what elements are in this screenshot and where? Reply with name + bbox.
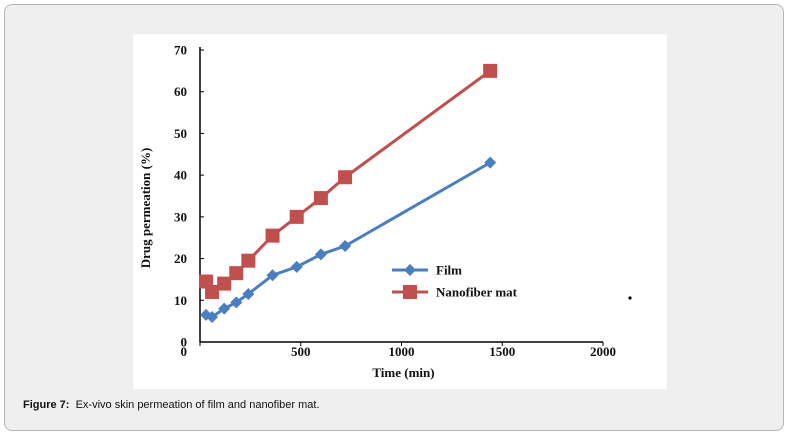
legend-label: Nanofiber mat [436, 285, 518, 300]
data-point-square [205, 284, 220, 299]
series-line [205, 161, 491, 319]
y-axis-title: Drug permeation (%) [138, 148, 153, 269]
y-tick-label: 60 [174, 84, 187, 99]
y-tick-label: 30 [174, 209, 187, 224]
data-point-square [403, 285, 417, 299]
data-point-diamond [266, 269, 279, 282]
figure-frame [4, 4, 784, 431]
x-tick-label: 1000 [389, 344, 415, 359]
legend-label: Film [436, 263, 462, 278]
x-tick-label: 500 [291, 344, 311, 359]
series-layer [199, 63, 498, 323]
legend: Film Nanofiber mat [392, 263, 632, 300]
y-tick-label: 20 [174, 251, 187, 266]
x-tick-label: 2000 [590, 344, 616, 359]
data-point-square [313, 191, 328, 206]
data-point-diamond [290, 260, 303, 273]
data-point-square [483, 63, 498, 78]
data-point-diamond [339, 240, 352, 253]
data-point-diamond [242, 288, 255, 301]
stray-dot [628, 296, 632, 300]
series-film [200, 156, 497, 323]
caption-label: Figure 7: [23, 399, 70, 411]
x-tick-label: 1500 [489, 344, 515, 359]
data-point-square [338, 170, 353, 185]
data-point-diamond [206, 310, 219, 323]
x-tick-label: 0 [181, 344, 188, 359]
figure-caption: Figure 7: Ex-vivo skin permeation of fil… [23, 399, 320, 411]
chart-panel [133, 34, 667, 389]
data-point-diamond [218, 302, 231, 315]
y-tick-label: 70 [174, 43, 187, 58]
data-point-diamond [314, 248, 327, 261]
x-axis-title: Time (min) [372, 365, 434, 380]
data-point-square [217, 276, 232, 291]
data-point-square [241, 253, 256, 268]
data-point-diamond [404, 264, 416, 276]
data-point-diamond [230, 296, 243, 309]
data-point-diamond [484, 156, 497, 169]
y-tick-label: 40 [174, 168, 187, 183]
y-tick-label: 50 [174, 126, 187, 141]
y-tick-label: 0 [181, 335, 188, 350]
data-point-square [289, 209, 304, 224]
y-tick-label: 10 [174, 293, 187, 308]
data-point-square [265, 228, 280, 243]
axes: 0 10 20 30 40 50 60 70 0 500 1000 1500 2000 Time (min… [138, 43, 616, 381]
data-point-square [229, 266, 244, 281]
caption-text: Ex-vivo skin permeation of film and nano… [75, 399, 320, 411]
series-nanofiber-mat [199, 63, 498, 299]
